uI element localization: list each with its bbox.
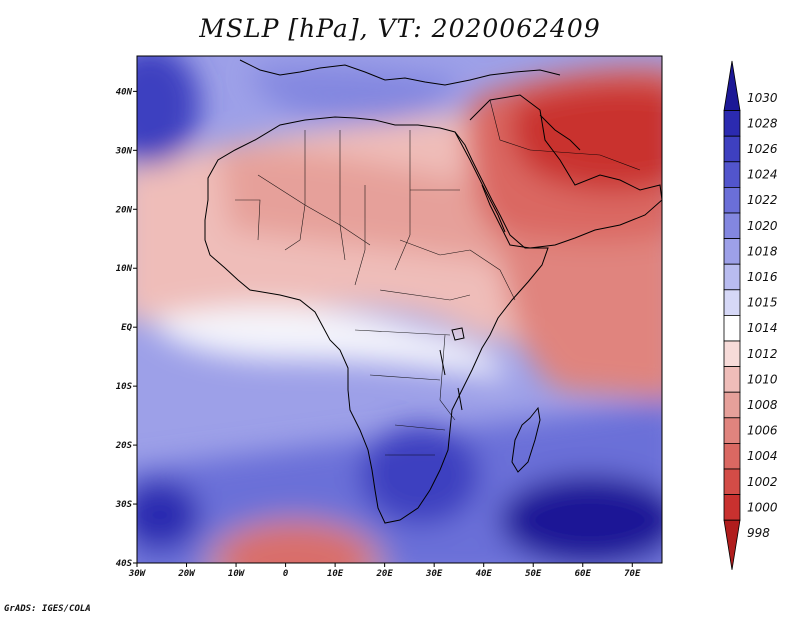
lat-tick-label-3: 10N bbox=[116, 264, 133, 274]
colorbar-swatch-10 bbox=[723, 340, 741, 368]
map-title: MSLP [hPa], VT: 2020062409 bbox=[199, 14, 601, 43]
field-zone-atlantic-high bbox=[137, 480, 200, 550]
lat-tick-label-2: 20N bbox=[115, 205, 133, 215]
field-zone-azores-high bbox=[137, 56, 200, 165]
colorbar-label-6: 1018 bbox=[747, 244, 778, 258]
lon-tick-label-3: 0 bbox=[283, 569, 289, 579]
colorbar-label-13: 1006 bbox=[747, 424, 778, 438]
colorbar-label-7: 1016 bbox=[747, 270, 778, 284]
lon-tick-label-10: 70E bbox=[624, 569, 641, 579]
colorbar-label-5: 1020 bbox=[747, 219, 778, 233]
lon-tick-label-1: 20W bbox=[177, 569, 196, 579]
colorbar-label-15: 1002 bbox=[747, 475, 778, 489]
colorbar-swatch-16 bbox=[723, 494, 741, 521]
field-zone-mediterranean bbox=[250, 65, 460, 124]
colorbar-label-1: 1028 bbox=[747, 116, 778, 130]
red-sea-coastline bbox=[454, 131, 506, 233]
africa-coastline bbox=[204, 116, 549, 524]
colorbar-swatch-3 bbox=[723, 161, 741, 188]
lat-tick-label-0: 40N bbox=[116, 87, 133, 97]
colorbar-label-14: 1004 bbox=[747, 449, 778, 463]
colorbar-swatch-15 bbox=[723, 468, 741, 496]
axes: 30W 20W 10W 0 10E 20E 30E 40E 50E 60E 70E 40N 30N 20N… bbox=[115, 87, 641, 579]
colorbar-swatch-1 bbox=[723, 110, 741, 137]
lon-tick-label-9: 60E bbox=[575, 569, 592, 579]
colorbar-swatch-11 bbox=[723, 366, 741, 393]
colorbar-label-12: 1008 bbox=[747, 398, 778, 412]
colorbar-label-16: 1000 bbox=[747, 500, 778, 514]
field-zone-equatorial-white bbox=[150, 306, 510, 380]
field-zone-southern-africa-high bbox=[360, 425, 480, 525]
colorbar-swatch-9 bbox=[723, 314, 741, 342]
colorbar-swatch-17 bbox=[723, 519, 741, 570]
field-zone-south-atlantic-ring bbox=[200, 515, 390, 563]
colorbar-label-9: 1014 bbox=[747, 321, 778, 335]
colorbar: 1030 1028 1026 1024 1022 1020 1018 1016 1015 1014… bbox=[723, 60, 778, 570]
plot-frame bbox=[136, 55, 663, 564]
coastlines bbox=[204, 59, 662, 524]
lon-tick-label-0: 30W bbox=[128, 569, 147, 579]
lake-victoria bbox=[451, 327, 465, 341]
colorbar-swatch-5 bbox=[723, 212, 741, 240]
colorbar-label-17: 998 bbox=[747, 526, 770, 540]
colorbar-label-11: 1010 bbox=[747, 372, 778, 386]
field-zone-indian-ocean-high bbox=[500, 475, 662, 563]
colorbar-swatch-4 bbox=[723, 186, 741, 214]
country-borders bbox=[235, 99, 641, 456]
madagascar-coastline bbox=[511, 406, 541, 473]
lon-tick-label-6: 30E bbox=[425, 569, 443, 579]
colorbar-swatch-0 bbox=[723, 60, 741, 111]
pressure-field bbox=[137, 56, 662, 563]
colorbar-swatch-13 bbox=[723, 417, 741, 444]
colorbar-label-2: 1026 bbox=[747, 142, 778, 156]
lon-tick-label-2: 10W bbox=[228, 569, 246, 579]
colorbar-swatch-2 bbox=[723, 135, 741, 163]
colorbar-label-8: 1015 bbox=[747, 296, 778, 310]
colorbar-swatch-6 bbox=[723, 238, 741, 265]
lon-tick-label-8: 50E bbox=[525, 569, 542, 579]
europe-coastline bbox=[239, 59, 561, 86]
lon-tick-label-5: 20E bbox=[376, 569, 394, 579]
lake-malawi bbox=[457, 387, 463, 411]
field-zone-east-ocean bbox=[500, 202, 662, 399]
lat-tick-label-5: 10S bbox=[116, 382, 133, 392]
arabia-coastline bbox=[469, 94, 662, 249]
colorbar-label-4: 1022 bbox=[747, 193, 778, 207]
lat-tick-label-4: EQ bbox=[121, 323, 132, 333]
lat-tick-label-1: 30N bbox=[115, 146, 133, 156]
persian-gulf-coastline bbox=[539, 114, 581, 151]
colorbar-label-3: 1024 bbox=[747, 168, 778, 182]
lon-tick-label-4: 10E bbox=[327, 569, 344, 579]
grads-credit: GrADS: IGES/COLA bbox=[4, 604, 91, 614]
colorbar-swatch-12 bbox=[723, 391, 741, 419]
lake-tanganyika bbox=[439, 349, 446, 376]
lat-tick-label-8: 40S bbox=[116, 559, 133, 569]
colorbar-swatch-14 bbox=[723, 442, 741, 470]
colorbar-label-10: 1012 bbox=[747, 347, 778, 361]
lon-tick-label-7: 40E bbox=[476, 569, 493, 579]
colorbar-label-0: 1030 bbox=[747, 91, 778, 105]
colorbar-swatch-7 bbox=[723, 263, 741, 291]
colorbar-swatch-8 bbox=[723, 289, 741, 316]
lat-tick-label-7: 30S bbox=[115, 500, 133, 510]
lat-tick-label-6: 20S bbox=[115, 441, 133, 451]
